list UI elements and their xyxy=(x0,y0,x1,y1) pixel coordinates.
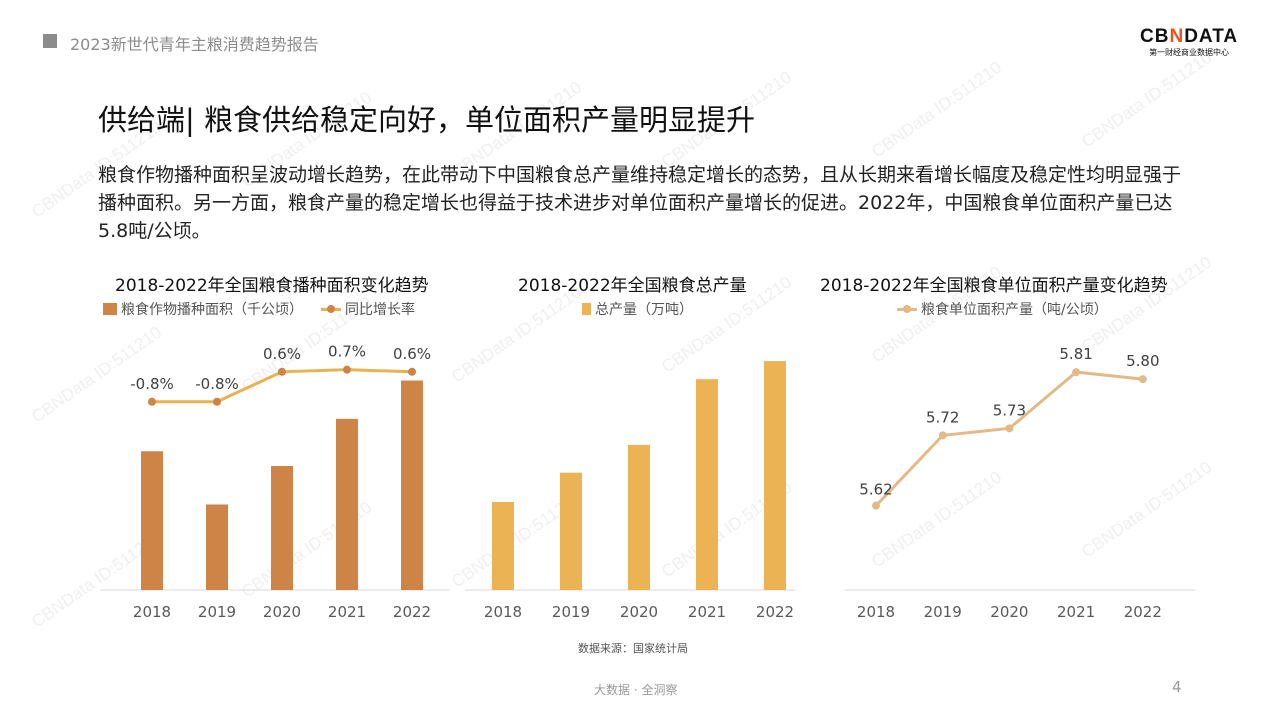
data-label: 0.6% xyxy=(393,345,431,363)
x-tick-label: 2019 xyxy=(924,603,962,621)
chart3-legend: 粮食单位面积产量（吨/公顷） xyxy=(897,299,1108,319)
legend-label: 粮食单位面积产量（吨/公顷） xyxy=(921,302,1108,318)
data-label: 0.7% xyxy=(328,343,366,361)
chart1-svg: 2018 2019 2020 2021 2022 -0.8% -0.8% 0.6% 0.7% 0.… xyxy=(100,343,450,621)
data-source: 数据来源：国家统计局 xyxy=(578,642,688,655)
watermark-text: CBNData ID:511210 xyxy=(1078,47,1215,152)
x-tick-label: 2019 xyxy=(552,603,590,621)
cbndata-logo: CBNDATA 第一财经商业数据中心 xyxy=(1140,26,1238,58)
legend-bar-swatch xyxy=(103,303,117,315)
description: 粮食作物播种面积呈波动增长趋势，在此带动下中国粮食总产量维持稳定增长的态势，且从… xyxy=(98,164,1182,242)
x-tick-label: 2020 xyxy=(263,603,301,621)
bar xyxy=(271,466,293,590)
bar xyxy=(401,380,423,590)
x-tick-label: 2020 xyxy=(990,603,1028,621)
data-point xyxy=(1005,424,1014,433)
chart3-title: 2018-2022年全国粮食单位面积产量变化趋势 xyxy=(820,276,1168,296)
data-point xyxy=(938,431,947,440)
legend-bar-swatch xyxy=(582,303,591,315)
bar xyxy=(560,472,582,590)
chart3-svg: 2018 2019 2020 2021 2022 5.62 5.72 5.73 5.81 5.80 xyxy=(845,345,1195,621)
data-label: -0.8% xyxy=(195,375,239,393)
logo-text-c: DATA xyxy=(1184,26,1239,47)
bar xyxy=(141,451,163,590)
chart1-title: 2018-2022年全国粮食播种面积变化趋势 xyxy=(115,276,429,296)
bar xyxy=(206,504,228,590)
logo-text-b: N xyxy=(1169,26,1185,47)
x-tick-label: 2020 xyxy=(620,603,658,621)
x-tick-label: 2022 xyxy=(393,603,431,621)
chart2-svg: 2018 2019 2020 2021 2022 xyxy=(465,361,795,621)
page-number: 4 xyxy=(1172,678,1182,696)
data-point xyxy=(872,501,880,510)
report-title: 2023新世代青年主粮消费趋势报告 xyxy=(70,35,319,54)
chart1-legend: 粮食作物播种面积（千公顷） 同比增长率 xyxy=(103,299,415,319)
x-tick-label: 2021 xyxy=(1057,603,1095,621)
chart2-title: 2018-2022年全国粮食总产量 xyxy=(518,276,747,296)
x-tick-label: 2021 xyxy=(688,603,726,621)
legend-line-swatch xyxy=(321,304,341,313)
legend-line-swatch xyxy=(897,304,917,313)
bar xyxy=(628,444,650,590)
logo-text-a: CB xyxy=(1140,26,1170,47)
x-tick-label: 2019 xyxy=(198,603,236,621)
data-label: 5.73 xyxy=(993,401,1026,419)
data-label: 5.81 xyxy=(1059,345,1092,363)
data-point xyxy=(1072,368,1081,377)
data-point xyxy=(343,365,351,374)
data-point xyxy=(408,367,416,376)
header-marker xyxy=(43,34,57,48)
data-label: 5.72 xyxy=(926,408,959,426)
footer-slogan: 大数据 · 全洞察 xyxy=(594,683,678,697)
data-label: -0.8% xyxy=(130,375,174,393)
legend-label: 同比增长率 xyxy=(345,302,415,318)
bar xyxy=(492,501,514,590)
watermark-text: CBNData ID:511210 xyxy=(868,57,1005,162)
bar xyxy=(764,361,786,590)
x-tick-label: 2021 xyxy=(328,603,366,621)
logo-subtitle: 第一财经商业数据中心 xyxy=(1149,48,1230,57)
series-line xyxy=(874,370,1143,507)
data-point xyxy=(1138,375,1147,384)
data-label: 5.62 xyxy=(859,481,892,499)
legend-label: 总产量（万吨） xyxy=(595,302,693,318)
legend-label: 粮食作物播种面积（千公顷） xyxy=(121,302,303,318)
x-tick-label: 2022 xyxy=(1124,603,1162,621)
data-label: 0.6% xyxy=(263,345,301,363)
data-point xyxy=(213,397,221,406)
page-title: 供给端| 粮食供给稳定向好，单位面积产量明显提升 xyxy=(98,103,755,137)
x-tick-label: 2018 xyxy=(484,603,522,621)
bar xyxy=(696,379,718,590)
data-label: 5.80 xyxy=(1126,352,1159,370)
x-tick-label: 2018 xyxy=(857,603,895,621)
chart2-legend: 总产量（万吨） xyxy=(582,299,693,319)
bar xyxy=(336,418,358,590)
x-tick-label: 2022 xyxy=(756,603,794,621)
x-tick-label: 2018 xyxy=(133,603,171,621)
data-point xyxy=(278,367,286,376)
data-point xyxy=(148,397,156,406)
